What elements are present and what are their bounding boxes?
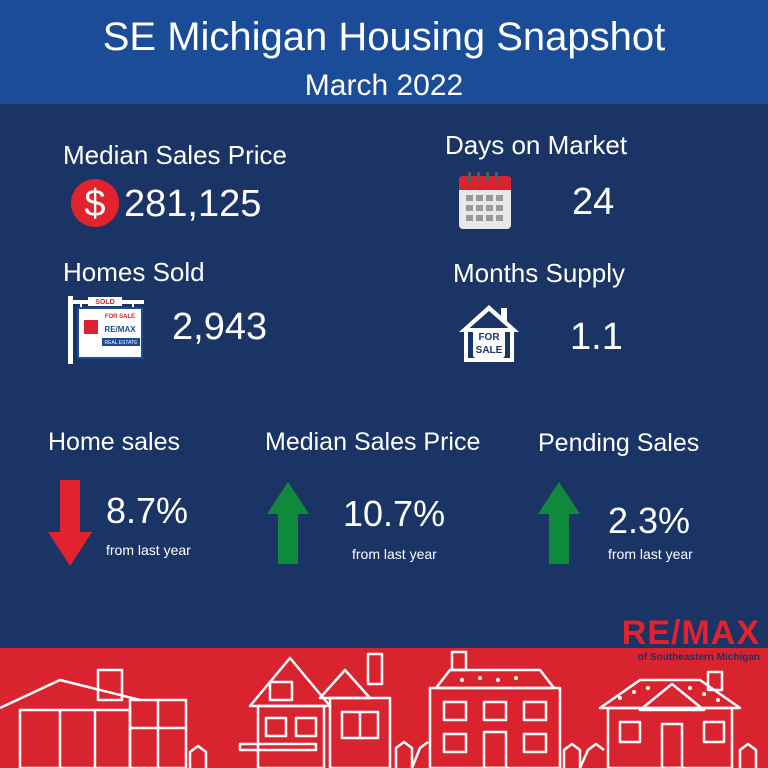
change-home-sales-sub: from last year — [106, 542, 191, 558]
months-supply-label: Months Supply — [453, 258, 625, 288]
days-on-market-value: 24 — [572, 181, 615, 223]
median-price-label: Median Sales Price — [63, 140, 287, 170]
change-pending-sales-label: Pending Sales — [538, 429, 700, 457]
up-arrow-icon — [538, 482, 580, 564]
footer-banner — [0, 648, 768, 768]
change-pending-sales-sub: from last year — [608, 546, 693, 562]
change-pending-sales-value: 2.3% — [608, 500, 691, 541]
house-sign-sale-text: SALE — [476, 345, 503, 356]
sign-brand-text: RE/MAX — [104, 325, 136, 334]
brand-logo: RE/MAX of Southeastern Michigan — [600, 616, 760, 664]
change-home-sales-label: Home sales — [48, 428, 180, 456]
sign-sold-text: SOLD — [95, 299, 114, 306]
currency-symbol: $ — [84, 183, 105, 225]
down-arrow-icon — [48, 480, 92, 566]
header-banner: SE Michigan Housing Snapshot March 2022 — [0, 0, 768, 104]
sold-sign-icon: SOLD FOR SALE RE/MAX REAL ESTATE — [68, 296, 144, 364]
change-median-price-label: Median Sales Price — [265, 428, 481, 456]
change-median-price-value: 10.7% — [343, 493, 446, 534]
calendar-icon — [459, 172, 511, 229]
days-on-market-label: Days on Market — [445, 130, 628, 160]
brand-name: RE/MAX — [621, 614, 760, 652]
change-median-price-sub: from last year — [352, 546, 437, 562]
brand-tagline: of Southeastern Michigan — [637, 652, 760, 663]
houses-illustration — [0, 650, 758, 768]
homes-sold-value: 2,943 — [172, 306, 268, 348]
for-sale-house-icon: FOR SALE — [459, 305, 519, 362]
page-subtitle: March 2022 — [304, 69, 464, 102]
months-supply-value: 1.1 — [570, 316, 623, 358]
dollar-circle-icon: $ — [71, 179, 119, 227]
change-home-sales-value: 8.7% — [106, 490, 189, 531]
homes-sold-label: Homes Sold — [63, 257, 205, 287]
sign-for-sale-text: FOR SALE — [105, 314, 135, 320]
page-title: SE Michigan Housing Snapshot — [102, 15, 666, 59]
sign-real-estate-text: REAL ESTATE — [105, 340, 139, 346]
up-arrow-icon — [267, 482, 309, 564]
median-price-value: 281,125 — [124, 183, 262, 225]
house-sign-for-text: FOR — [478, 332, 500, 343]
